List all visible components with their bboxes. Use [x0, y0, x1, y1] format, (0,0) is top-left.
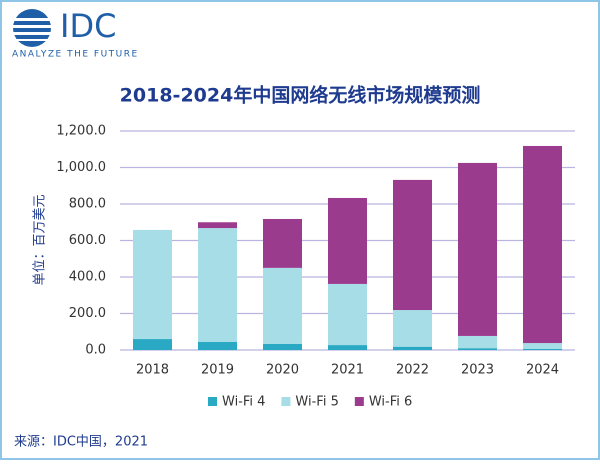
y-tick-label: 1,200.0 [56, 124, 106, 139]
logo-tagline: ANALYZE THE FUTURE [12, 50, 139, 60]
legend-label: Wi-Fi 4 [222, 395, 265, 410]
bar-segment [198, 222, 237, 229]
bar-segment [393, 179, 432, 311]
bar-segment [198, 341, 237, 350]
bar-segment [263, 343, 302, 350]
x-tick-label: 2023 [461, 363, 494, 378]
bar-segment [263, 218, 302, 268]
chart-title: 2018-2024年中国网络无线市场规模预测 [120, 84, 481, 107]
y-tick-label: 600.0 [69, 233, 106, 248]
logo-globe [12, 9, 52, 47]
bar-segment [523, 145, 562, 344]
source: 来源：IDC中国，2021 [14, 435, 148, 450]
bar-segment [523, 348, 562, 350]
y-tick-label: 800.0 [69, 197, 106, 212]
y-tick-label: 1,000.0 [56, 160, 106, 175]
x-tick-label: 2022 [396, 363, 429, 378]
legend-swatch [354, 397, 364, 406]
bar-segment [458, 348, 497, 350]
y-tick-label: 0.0 [85, 343, 106, 358]
x-tick-label: 2024 [526, 363, 559, 378]
x-tick-label: 2020 [266, 363, 299, 378]
bar-segment [328, 197, 367, 284]
bar-segment [328, 345, 367, 350]
legend-swatch [281, 397, 291, 406]
logo-brand: IDC [60, 7, 116, 45]
bar-segment [133, 339, 172, 350]
bar-segment [328, 283, 367, 346]
y-tick-label: 400.0 [69, 270, 106, 285]
bar-segment [198, 228, 237, 342]
bar-segment [263, 267, 302, 344]
bar-segment [523, 343, 562, 349]
y-tick-label: 200.0 [69, 306, 106, 321]
bar-segment [458, 335, 497, 349]
x-tick-label: 2019 [201, 363, 234, 378]
bar-segment [393, 310, 432, 347]
legend-label: Wi-Fi 5 [295, 395, 338, 410]
bar-segment [133, 229, 172, 340]
bar-segment [393, 346, 432, 350]
legend-swatch [208, 397, 217, 406]
x-tick-label: 2021 [331, 363, 364, 378]
legend-label: Wi-Fi 6 [369, 395, 412, 410]
y-axis-label: 单位：百万美元 [33, 194, 48, 285]
bar-segment [458, 162, 497, 336]
x-tick-label: 2018 [136, 363, 169, 378]
